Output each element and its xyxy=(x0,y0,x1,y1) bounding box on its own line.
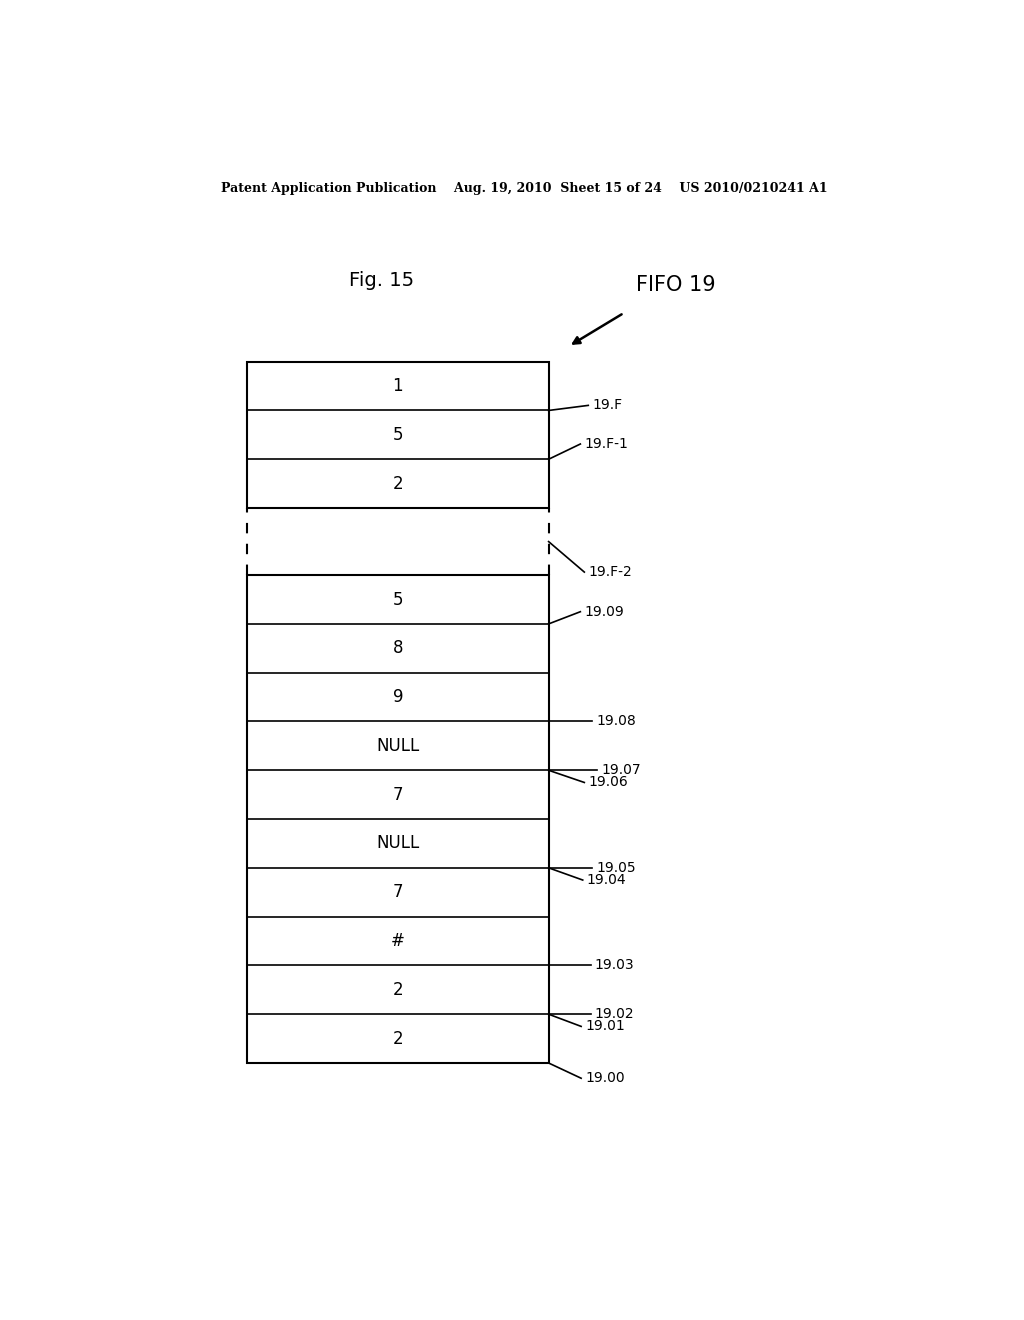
Text: 2: 2 xyxy=(392,475,403,492)
Text: 19.05: 19.05 xyxy=(596,861,636,875)
Text: 19.07: 19.07 xyxy=(601,763,641,777)
Text: Fig. 15: Fig. 15 xyxy=(349,271,415,290)
Bar xyxy=(247,576,549,1063)
Text: 5: 5 xyxy=(392,426,403,444)
Text: 9: 9 xyxy=(392,688,403,706)
Text: 19.02: 19.02 xyxy=(595,1007,634,1022)
Text: NULL: NULL xyxy=(376,737,420,755)
Text: 19.00: 19.00 xyxy=(585,1072,625,1085)
Text: 19.F: 19.F xyxy=(592,399,623,412)
Text: NULL: NULL xyxy=(376,834,420,853)
Text: 19.06: 19.06 xyxy=(588,775,628,789)
Text: 19.F-2: 19.F-2 xyxy=(588,565,632,579)
Text: #: # xyxy=(391,932,404,950)
Text: 7: 7 xyxy=(392,883,403,902)
Text: 5: 5 xyxy=(392,590,403,609)
Text: 19.F-1: 19.F-1 xyxy=(585,437,628,451)
Text: 1: 1 xyxy=(392,378,403,395)
Text: 7: 7 xyxy=(392,785,403,804)
Text: 19.01: 19.01 xyxy=(585,1019,625,1034)
Text: 19.09: 19.09 xyxy=(585,605,624,619)
Text: Patent Application Publication    Aug. 19, 2010  Sheet 15 of 24    US 2010/02102: Patent Application Publication Aug. 19, … xyxy=(221,182,828,195)
Bar xyxy=(247,362,549,508)
Text: 2: 2 xyxy=(392,1030,403,1048)
Text: 19.08: 19.08 xyxy=(596,714,636,729)
Text: 19.04: 19.04 xyxy=(587,873,627,887)
Text: 2: 2 xyxy=(392,981,403,999)
Text: 8: 8 xyxy=(392,639,403,657)
Text: FIFO 19: FIFO 19 xyxy=(636,276,716,296)
Text: 19.03: 19.03 xyxy=(595,958,634,973)
